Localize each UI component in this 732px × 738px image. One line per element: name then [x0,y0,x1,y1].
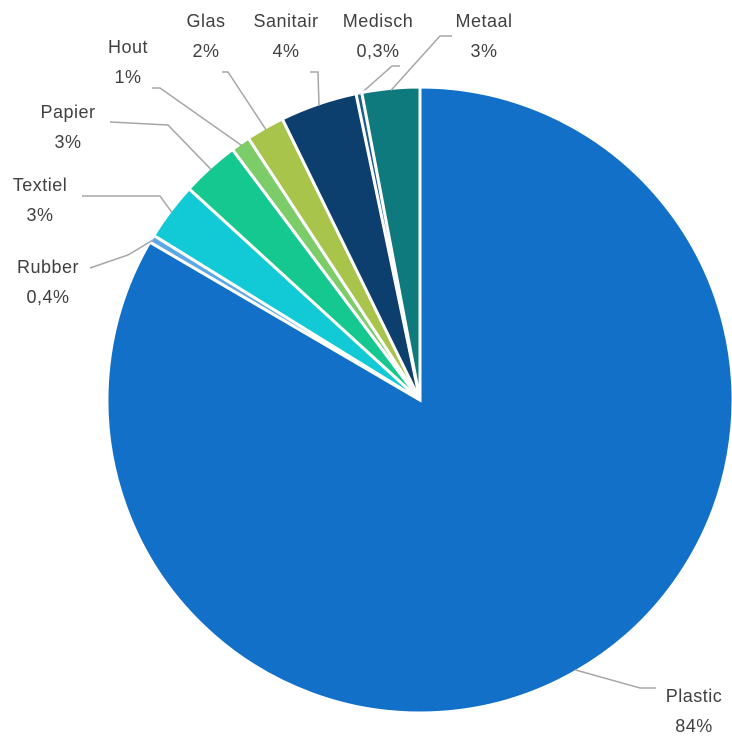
leader-line [390,35,452,91]
slice-value-label: 3% [470,41,497,61]
slice-value-label: 4% [272,41,299,61]
slice-value-label: 84% [675,716,713,736]
slice-label: Glas [186,11,225,31]
leader-line [574,669,656,689]
slice-label: Sanitair [253,11,318,31]
slice-label: Plastic [666,686,723,706]
slice-value-label: 1% [114,67,141,87]
slice-label: Medisch [343,11,414,31]
leader-line [82,195,173,213]
slice-label: Textiel [13,175,68,195]
leader-line [222,71,267,131]
slice-value-label: 0,4% [26,287,69,307]
leader-line [310,71,320,106]
leader-line [152,87,242,146]
slice-label: Metaal [455,11,512,31]
leader-line [89,239,154,269]
leader-line [358,65,400,96]
slice-value-label: 3% [54,132,81,152]
slice-label: Hout [108,37,148,57]
slice-value-label: 0,3% [356,41,399,61]
leader-line [109,121,212,171]
slice-value-label: 3% [26,205,53,225]
slice-label: Rubber [17,257,79,277]
slice-value-label: 2% [192,41,219,61]
slice-label: Papier [40,102,95,122]
pie-slice [360,85,422,401]
